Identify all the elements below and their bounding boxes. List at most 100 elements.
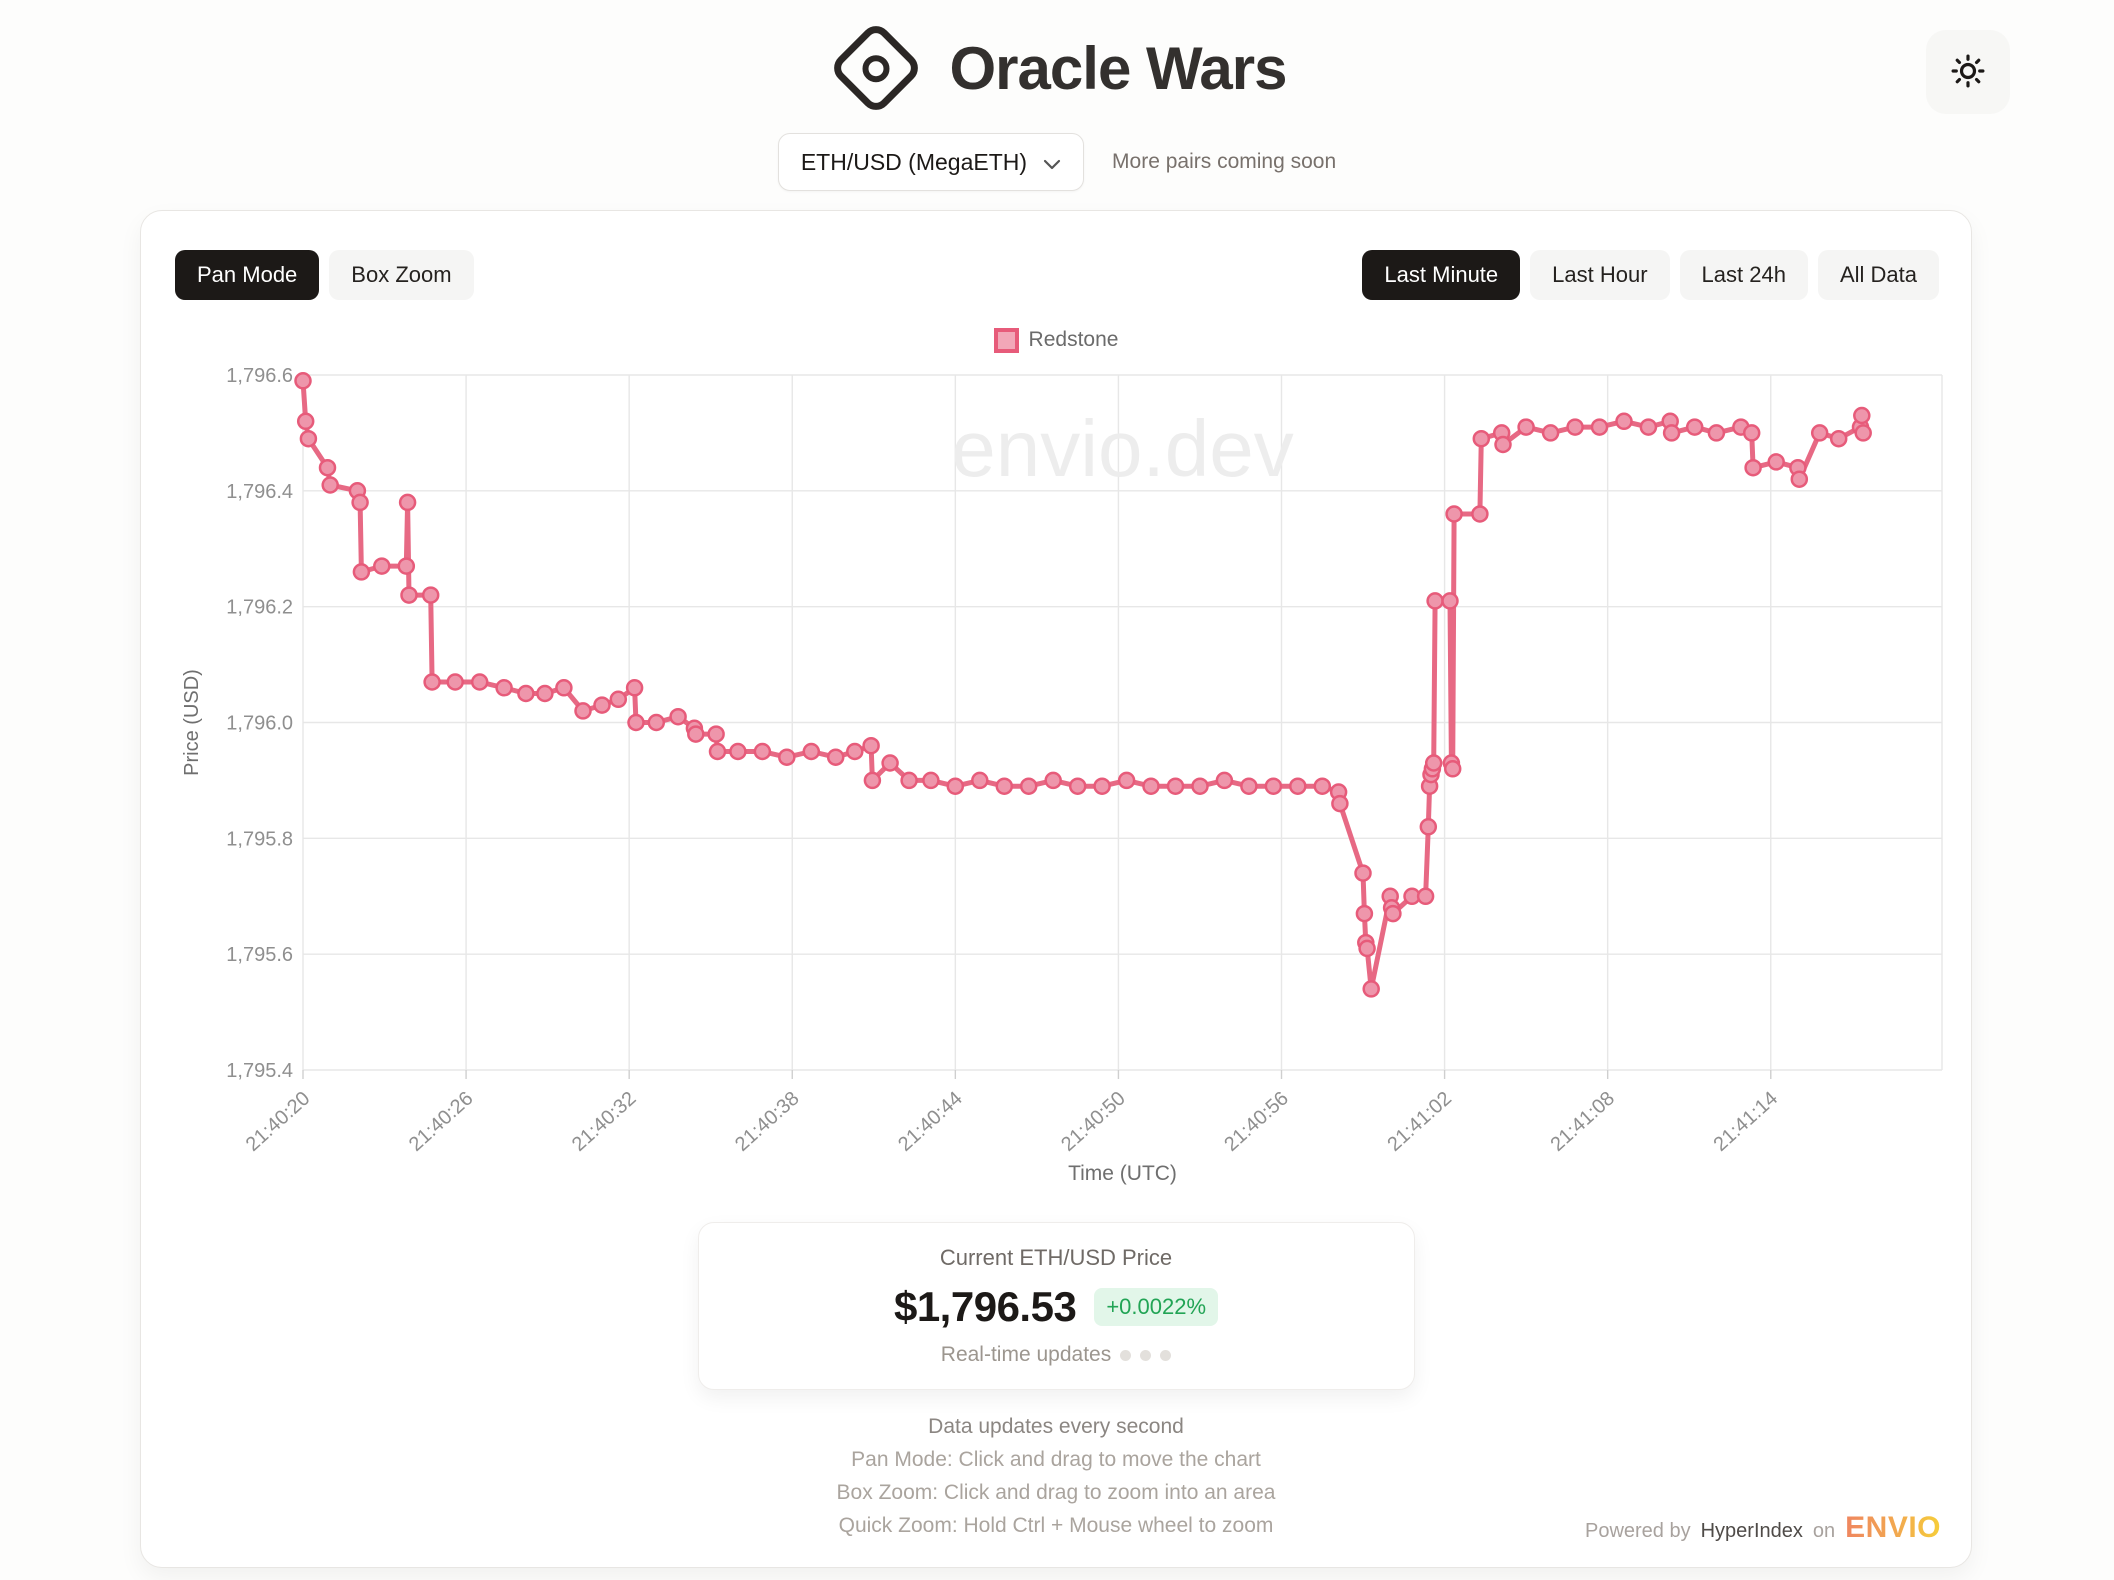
data-point[interactable] bbox=[707, 725, 725, 743]
data-point[interactable] bbox=[846, 742, 864, 761]
data-point[interactable] bbox=[1767, 453, 1785, 471]
data-point[interactable] bbox=[421, 586, 440, 604]
data-point[interactable] bbox=[423, 673, 441, 691]
data-point[interactable] bbox=[400, 586, 418, 604]
data-point[interactable] bbox=[1472, 429, 1491, 448]
data-point[interactable] bbox=[1471, 505, 1489, 523]
data-point[interactable] bbox=[1662, 424, 1681, 442]
data-point[interactable] bbox=[995, 777, 1014, 795]
chart-canvas[interactable]: envio.dev1,795.41,795.61,795.81,796.01,7… bbox=[156, 365, 1956, 1198]
data-point[interactable] bbox=[1445, 505, 1463, 523]
data-point[interactable] bbox=[1541, 424, 1560, 442]
data-point[interactable] bbox=[1744, 458, 1762, 477]
data-point[interactable] bbox=[1707, 424, 1726, 442]
data-point[interactable] bbox=[352, 563, 371, 581]
data-point[interactable] bbox=[625, 679, 644, 697]
data-point[interactable] bbox=[1240, 777, 1258, 795]
data-point[interactable] bbox=[1742, 424, 1761, 442]
data-point[interactable] bbox=[1790, 470, 1809, 488]
box-zoom-button[interactable]: Box Zoom bbox=[329, 250, 474, 300]
data-point[interactable] bbox=[627, 713, 645, 732]
data-point[interactable] bbox=[351, 493, 369, 512]
data-point[interactable] bbox=[299, 429, 318, 448]
data-point[interactable] bbox=[900, 771, 918, 790]
hyperindex-link[interactable]: HyperIndex bbox=[1700, 1520, 1803, 1542]
data-point[interactable] bbox=[1362, 980, 1380, 998]
envio-logo[interactable]: ENVIO bbox=[1845, 1511, 1941, 1544]
data-point[interactable] bbox=[1419, 818, 1438, 836]
data-point[interactable] bbox=[1068, 777, 1087, 795]
data-point[interactable] bbox=[1685, 418, 1704, 436]
data-point[interactable] bbox=[1615, 412, 1633, 431]
data-point[interactable] bbox=[863, 771, 882, 790]
range-last-minute-button[interactable]: Last Minute bbox=[1362, 250, 1521, 300]
data-point[interactable] bbox=[1358, 939, 1376, 958]
data-point[interactable] bbox=[1517, 418, 1535, 436]
data-point[interactable] bbox=[1853, 406, 1871, 425]
data-point[interactable] bbox=[1416, 887, 1435, 906]
data-point[interactable] bbox=[1443, 760, 1462, 778]
data-point[interactable] bbox=[318, 458, 337, 477]
data-point[interactable] bbox=[802, 742, 821, 761]
data-point[interactable] bbox=[373, 557, 391, 575]
data-point[interactable] bbox=[294, 372, 312, 390]
data-point[interactable] bbox=[647, 713, 666, 732]
data-point[interactable] bbox=[1019, 777, 1038, 795]
data-point[interactable] bbox=[1810, 424, 1829, 442]
data-point[interactable] bbox=[1313, 777, 1332, 795]
data-point[interactable] bbox=[1566, 418, 1584, 436]
data-point[interactable] bbox=[398, 493, 417, 512]
data-point[interactable] bbox=[609, 690, 628, 709]
chart-legend[interactable]: Redstone bbox=[141, 327, 1971, 353]
data-point[interactable] bbox=[574, 702, 592, 720]
range-all-data-button[interactable]: All Data bbox=[1817, 250, 1939, 300]
data-point[interactable] bbox=[1829, 429, 1848, 448]
price-chart[interactable]: envio.dev 1,795.4 1,795.6 1,795.8 1,796.0 1,7… bbox=[156, 365, 1956, 1198]
data-point[interactable] bbox=[1854, 424, 1872, 442]
data-point[interactable] bbox=[470, 673, 489, 691]
data-point[interactable] bbox=[1355, 904, 1374, 923]
data-point[interactable] bbox=[1289, 777, 1307, 795]
pan-mode-button[interactable]: Pan Mode bbox=[175, 250, 320, 300]
data-point[interactable] bbox=[1354, 864, 1372, 882]
data-point[interactable] bbox=[397, 557, 416, 575]
range-last-24h-button[interactable]: Last 24h bbox=[1679, 250, 1808, 300]
data-point[interactable] bbox=[1441, 592, 1459, 610]
data-point[interactable] bbox=[1639, 418, 1658, 436]
data-point[interactable] bbox=[971, 771, 989, 790]
data-point[interactable] bbox=[593, 696, 611, 714]
data-point[interactable] bbox=[708, 742, 727, 761]
data-point[interactable] bbox=[687, 725, 705, 743]
data-point[interactable] bbox=[1044, 771, 1062, 790]
range-last-hour-button[interactable]: Last Hour bbox=[1530, 250, 1670, 300]
data-point[interactable] bbox=[446, 673, 464, 691]
data-point[interactable] bbox=[1590, 418, 1609, 436]
data-point[interactable] bbox=[1424, 754, 1443, 772]
data-point[interactable] bbox=[536, 684, 554, 703]
pair-select-dropdown[interactable]: ETH/USD (MegaETH) bbox=[777, 133, 1085, 191]
data-point[interactable] bbox=[1331, 794, 1349, 813]
data-point[interactable] bbox=[296, 412, 315, 431]
data-point[interactable] bbox=[495, 679, 513, 697]
data-point[interactable] bbox=[1215, 771, 1234, 790]
data-point[interactable] bbox=[669, 707, 687, 726]
data-point[interactable] bbox=[1264, 777, 1283, 795]
data-point[interactable] bbox=[1142, 777, 1160, 795]
data-point[interactable] bbox=[1117, 771, 1136, 790]
data-point[interactable] bbox=[1426, 592, 1444, 610]
data-point[interactable] bbox=[729, 742, 747, 761]
theme-toggle-button[interactable] bbox=[1926, 30, 2010, 114]
data-point[interactable] bbox=[778, 748, 796, 766]
data-point[interactable] bbox=[555, 679, 573, 697]
data-point[interactable] bbox=[881, 754, 899, 772]
data-point[interactable] bbox=[1166, 777, 1185, 795]
data-point[interactable] bbox=[1093, 777, 1111, 795]
data-point[interactable] bbox=[1494, 435, 1512, 454]
data-point[interactable] bbox=[922, 771, 940, 790]
data-point[interactable] bbox=[946, 777, 965, 795]
data-point[interactable] bbox=[517, 684, 535, 703]
data-point[interactable] bbox=[321, 476, 339, 494]
data-point[interactable] bbox=[1384, 904, 1402, 923]
data-point[interactable] bbox=[753, 742, 772, 761]
data-point[interactable] bbox=[862, 736, 880, 755]
